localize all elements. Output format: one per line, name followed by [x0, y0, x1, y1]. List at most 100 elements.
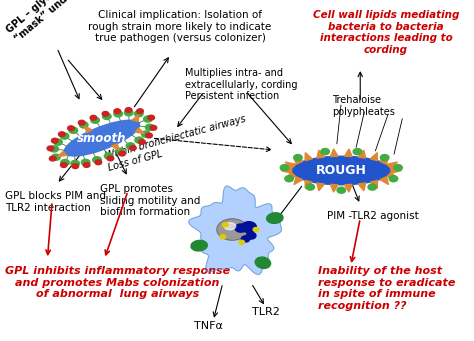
Circle shape [114, 109, 120, 114]
Circle shape [95, 160, 101, 165]
Text: GPL promotes
sliding motility and
biofilm formation: GPL promotes sliding motility and biofil… [100, 184, 200, 217]
Circle shape [142, 131, 150, 137]
Circle shape [380, 154, 389, 161]
Circle shape [246, 232, 256, 239]
Circle shape [394, 165, 402, 171]
Polygon shape [132, 115, 138, 122]
Circle shape [280, 165, 289, 171]
Polygon shape [391, 168, 401, 173]
Text: Multiplies intra- and
extracellularly, cording
Persistent infection: Multiplies intra- and extracellularly, c… [185, 68, 297, 101]
Ellipse shape [64, 120, 139, 156]
Circle shape [50, 146, 58, 152]
Polygon shape [305, 180, 312, 188]
Circle shape [82, 159, 90, 165]
Circle shape [125, 108, 132, 113]
Circle shape [139, 139, 146, 144]
Circle shape [150, 125, 157, 130]
Polygon shape [387, 172, 397, 179]
Circle shape [285, 176, 293, 182]
Polygon shape [358, 183, 365, 191]
Circle shape [368, 184, 376, 190]
Circle shape [146, 133, 152, 138]
Polygon shape [135, 128, 144, 133]
Circle shape [72, 164, 79, 168]
Polygon shape [294, 157, 302, 164]
Polygon shape [317, 150, 324, 158]
Polygon shape [358, 150, 365, 158]
Circle shape [49, 156, 56, 161]
Polygon shape [380, 177, 389, 184]
Circle shape [78, 120, 85, 125]
Circle shape [61, 159, 69, 165]
Polygon shape [294, 177, 302, 184]
Circle shape [93, 157, 101, 163]
Circle shape [220, 235, 226, 239]
Circle shape [124, 110, 133, 116]
Circle shape [135, 111, 143, 117]
Text: Clinical implication: Isolation of
rough strain more likely to indicate
true pat: Clinical implication: Isolation of rough… [89, 10, 272, 43]
Text: smooth: smooth [77, 132, 127, 145]
Polygon shape [330, 184, 338, 192]
Polygon shape [112, 144, 119, 150]
Circle shape [144, 116, 152, 122]
Circle shape [104, 153, 113, 159]
Circle shape [235, 224, 246, 232]
Polygon shape [330, 149, 338, 157]
Text: Cell wall lipids mediating
bacteria to bacteria
interactions leading to
cording: Cell wall lipids mediating bacteria to b… [313, 10, 459, 55]
Circle shape [102, 113, 111, 119]
Circle shape [58, 132, 65, 137]
Circle shape [137, 109, 143, 114]
Circle shape [135, 137, 144, 143]
Text: GPL blocks PIM and
TLR2 interaction: GPL blocks PIM and TLR2 interaction [5, 191, 106, 212]
Circle shape [337, 187, 346, 193]
Text: ROUGH: ROUGH [316, 164, 367, 177]
Circle shape [353, 149, 362, 155]
Circle shape [241, 236, 250, 242]
Circle shape [102, 112, 109, 116]
Polygon shape [189, 186, 282, 275]
Polygon shape [345, 184, 352, 192]
Circle shape [69, 127, 78, 133]
Polygon shape [85, 126, 92, 133]
Ellipse shape [255, 257, 271, 268]
Circle shape [71, 160, 80, 166]
Text: GPL inhibits inflammatory response
and promotes Mabs colonization
of abnormal  l: GPL inhibits inflammatory response and p… [5, 266, 230, 299]
Circle shape [241, 222, 256, 233]
Circle shape [239, 240, 245, 244]
Circle shape [68, 126, 74, 131]
Polygon shape [317, 183, 324, 191]
Circle shape [129, 146, 136, 150]
Polygon shape [281, 168, 292, 173]
Circle shape [83, 163, 90, 167]
Circle shape [294, 154, 302, 161]
Text: PIM -TLR2 agonist: PIM -TLR2 agonist [327, 211, 419, 221]
Polygon shape [370, 180, 377, 188]
Circle shape [114, 111, 122, 117]
Polygon shape [305, 153, 312, 161]
Circle shape [253, 227, 259, 232]
Circle shape [222, 223, 228, 227]
Circle shape [47, 146, 54, 151]
Ellipse shape [267, 213, 283, 223]
Circle shape [60, 133, 69, 139]
Text: Within bronchiectatic airways
Loss of GPL: Within bronchiectatic airways Loss of GP… [104, 114, 250, 173]
Polygon shape [57, 151, 67, 157]
Circle shape [126, 143, 135, 149]
Circle shape [116, 148, 124, 154]
Circle shape [306, 184, 315, 190]
Polygon shape [285, 172, 296, 179]
Text: TNFα: TNFα [194, 321, 223, 331]
Circle shape [54, 139, 62, 145]
Ellipse shape [224, 223, 236, 230]
Polygon shape [387, 162, 397, 169]
Circle shape [119, 151, 126, 156]
Text: Trehaloise
polyphleates: Trehaloise polyphleates [332, 95, 395, 117]
Text: GPL – glycopeptidolipids
“mask” underlying lipids: GPL – glycopeptidolipids “mask” underlyi… [5, 0, 125, 44]
Circle shape [90, 115, 97, 120]
Circle shape [61, 163, 67, 167]
Polygon shape [345, 149, 352, 157]
Circle shape [91, 117, 100, 123]
Polygon shape [370, 153, 377, 161]
Ellipse shape [292, 156, 391, 185]
Polygon shape [380, 157, 389, 164]
